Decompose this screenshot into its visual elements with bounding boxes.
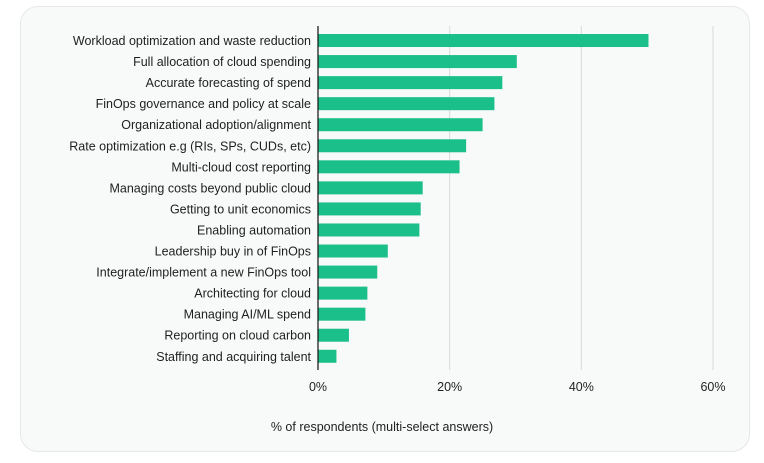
bar — [318, 244, 388, 258]
category-label: Leadership buy in of FinOps — [155, 245, 311, 259]
bar — [318, 202, 421, 216]
bar — [318, 55, 517, 69]
category-label: Integrate/implement a new FinOps tool — [96, 266, 311, 280]
bar — [318, 34, 649, 48]
bar — [318, 307, 366, 321]
category-labels: Workload optimization and waste reductio… — [69, 34, 311, 364]
x-axis-title: % of respondents (multi-select answers) — [271, 420, 493, 434]
category-label: Managing costs beyond public cloud — [109, 181, 311, 195]
category-label: Workload optimization and waste reductio… — [73, 34, 311, 48]
bar — [318, 286, 368, 300]
x-tick-label: 20% — [437, 380, 462, 394]
bar — [318, 97, 495, 111]
category-label: Managing AI/ML spend — [184, 308, 311, 322]
category-label: Accurate forecasting of spend — [146, 76, 311, 90]
x-tick-label: 0% — [309, 380, 327, 394]
bar — [318, 118, 483, 132]
x-tick-label: 40% — [569, 380, 594, 394]
bar — [318, 223, 420, 237]
bar — [318, 181, 423, 195]
bar — [318, 139, 467, 153]
category-label: Rate optimization e.g (RIs, SPs, CUDs, e… — [69, 139, 311, 153]
bar — [318, 349, 337, 363]
category-label: Getting to unit economics — [170, 202, 311, 216]
bars — [318, 34, 649, 363]
category-label: Organizational adoption/alignment — [121, 118, 311, 132]
bar — [318, 265, 378, 279]
category-label: Multi-cloud cost reporting — [171, 160, 311, 174]
category-label: Full allocation of cloud spending — [133, 55, 311, 69]
category-label: Staffing and acquiring talent — [156, 350, 311, 364]
category-label: Reporting on cloud carbon — [164, 329, 311, 343]
category-label: Enabling automation — [197, 223, 311, 237]
bar — [318, 160, 460, 174]
x-tick-label: 60% — [700, 380, 725, 394]
category-label: Architecting for cloud — [194, 287, 311, 301]
bar — [318, 76, 503, 90]
bar — [318, 328, 349, 342]
category-label: FinOps governance and policy at scale — [96, 97, 311, 111]
x-tick-labels: 0% 20% 40% 60% — [309, 380, 726, 394]
